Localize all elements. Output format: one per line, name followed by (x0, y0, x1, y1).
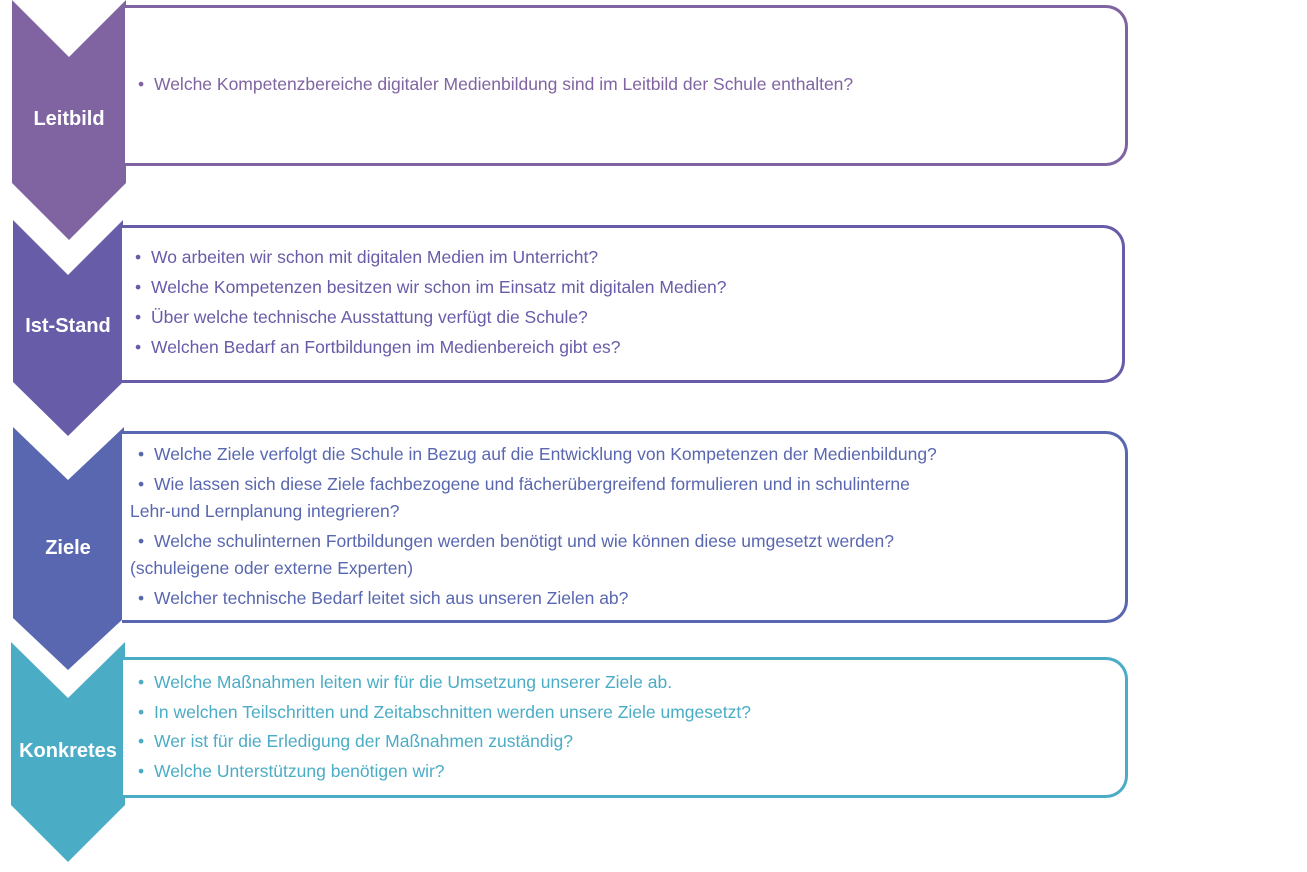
item-list-konkretes: • Welche Maßnahmen leiten wir für die Ums… (136, 668, 751, 786)
chevron-leitbild (12, 0, 126, 240)
list-item: • Welche schulinternen Fortbildungen werd… (138, 531, 895, 551)
list-item: • Welchen Bedarf an Fortbildungen im Medi… (135, 337, 621, 357)
item-list-leitbild: • Welche Kompetenzbereiche digitaler Medi… (136, 69, 853, 99)
content-box-konkretes (123, 657, 1128, 798)
step-label-konkretes: Konkretes (19, 740, 117, 762)
step-label-leitbild: Leitbild (33, 108, 105, 130)
chevron-konkretes (11, 642, 125, 862)
content-box-ziele (122, 431, 1128, 623)
list-item-continuation: Lehr-und Lernplanung integrieren? (130, 501, 400, 521)
list-item: • Welche Kompetenzbereiche digitaler Medi… (138, 74, 854, 94)
step-label-ziele: Ziele (45, 537, 91, 559)
list-item: • Welche Ziele verfolgt die Schule in Bez… (138, 444, 937, 464)
list-item-continuation: (schuleigene oder externe Experten) (130, 558, 414, 578)
chevron-ist-stand (13, 220, 123, 436)
item-list-ziele: • Welche Ziele verfolgt die Schule in Bez… (130, 441, 937, 612)
list-item: • Wer ist für die Erledigung der Maßnahme… (138, 731, 573, 751)
list-item: • Wie lassen sich diese Ziele fachbezogen… (138, 474, 910, 494)
list-item: • Welche Kompetenzen besitzen wir schon i… (135, 277, 727, 297)
chevron-ziele (13, 427, 124, 670)
list-item: • Wo arbeiten wir schon mit digitalen Med… (135, 247, 599, 267)
list-item: • Welche Unterstützung benötigen wir? (138, 760, 445, 781)
list-item: • Über welche technische Ausstattung verf… (135, 307, 588, 327)
step-label-ist-stand: Ist-Stand (25, 315, 111, 337)
list-item: • Welche Maßnahmen leiten wir für die Ums… (138, 672, 673, 692)
content-box-ist-stand (122, 225, 1125, 383)
list-item: • In welchen Teilschritten und Zeitabschn… (138, 701, 751, 722)
list-item: • Welcher technische Bedarf leitet sich a… (138, 588, 629, 608)
item-list-ist-stand: • Wo arbeiten wir schon mit digitalen Med… (133, 242, 727, 362)
content-box-leitbild (125, 5, 1128, 166)
